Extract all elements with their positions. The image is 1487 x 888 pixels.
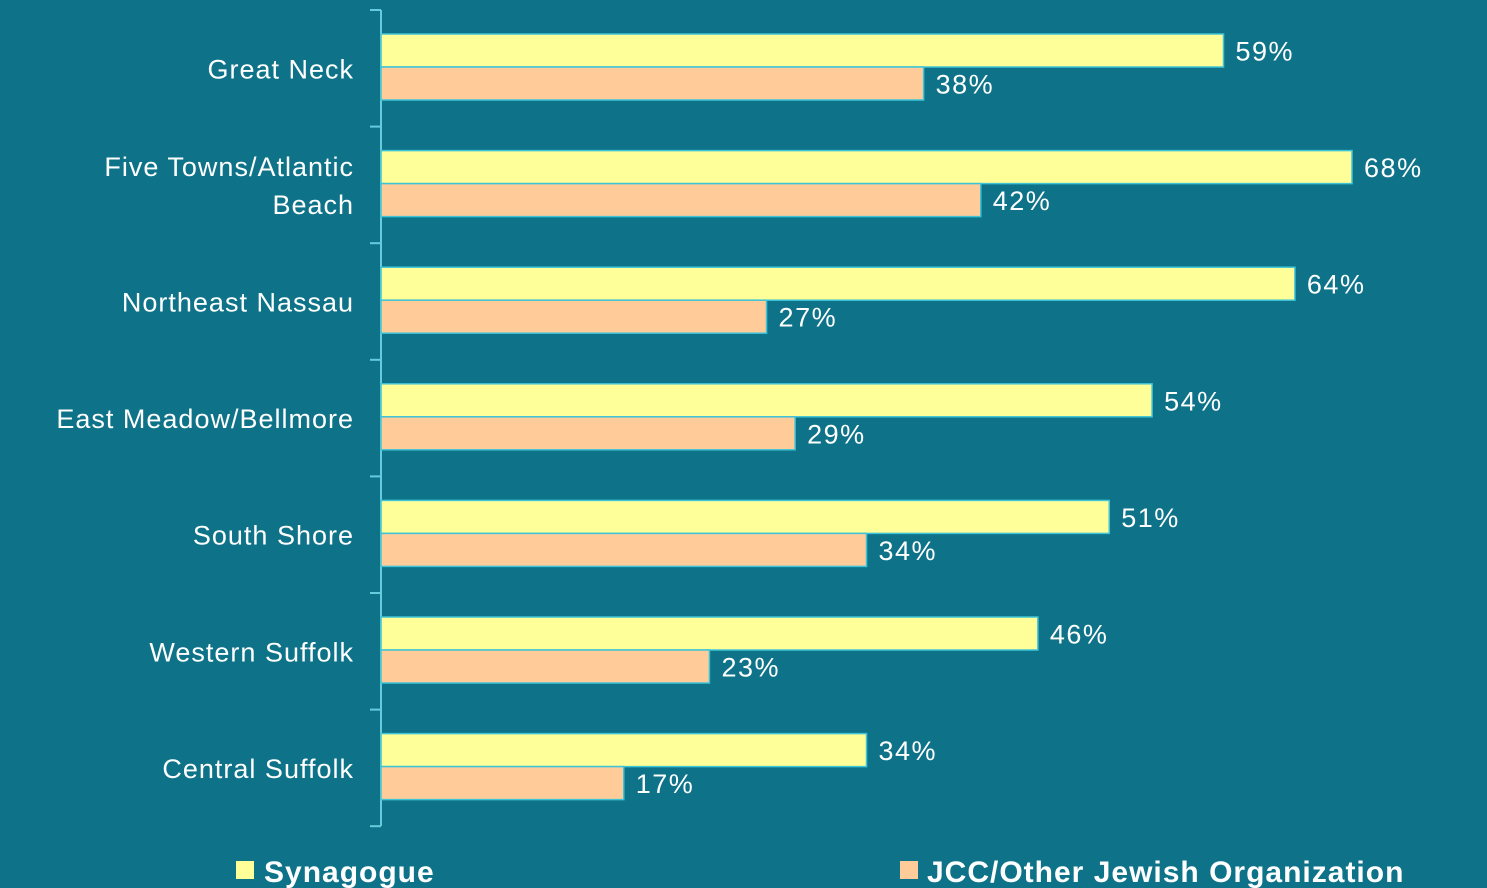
bar-synagogue [380,616,1039,651]
category-label: Central Suffolk [162,754,354,784]
bar-jcc-other [380,182,982,218]
legend-label: JCC/Other Jewish Organization [927,856,1404,888]
axis-layer [370,9,382,828]
category-label: Northeast Nassau [122,288,354,318]
category-label: South Shore [193,521,354,551]
data-label: 51% [1121,503,1180,533]
category-label: Beach [272,190,354,220]
category-label: East Meadow/Bellmore [56,404,354,434]
data-label: 68% [1364,153,1423,183]
bar-synagogue [380,732,868,768]
data-label: 17% [636,769,695,799]
legend-swatch [900,861,918,879]
data-label: 64% [1307,270,1366,300]
bar-jcc-other [380,532,868,568]
category-label: Great Neck [207,54,354,84]
bar-jcc-other [380,66,925,101]
legend-swatch [236,861,254,879]
data-label: 27% [779,303,838,333]
data-label: 34% [879,536,938,566]
bar-synagogue [380,383,1153,418]
data-label: 34% [879,736,938,766]
bar-synagogue [380,33,1225,68]
data-label: 23% [721,653,780,683]
data-label: 29% [807,419,866,449]
bar-synagogue [380,149,1353,185]
bar-jcc-other [380,299,768,334]
data-label: 42% [993,186,1052,216]
bar-jcc-other [380,649,711,684]
data-label: 59% [1236,37,1295,67]
category-label: Five Towns/Atlantic [104,152,354,182]
legend-label: Synagogue [264,856,435,888]
bar-synagogue [380,266,1296,301]
data-label: 54% [1164,386,1223,416]
bar-synagogue [380,499,1111,535]
category-label: Western Suffolk [149,637,354,667]
legend: Synagogue JCC/Other Jewish Organization [236,856,1404,888]
data-label: 46% [1050,620,1109,650]
labels-layer: Great Neck Five Towns/Atlantic Beach Northe… [56,37,1423,800]
bar-jcc-other [380,765,625,801]
data-label: 38% [936,70,995,100]
bars-layer [380,33,1353,801]
bar-jcc-other [380,416,796,451]
